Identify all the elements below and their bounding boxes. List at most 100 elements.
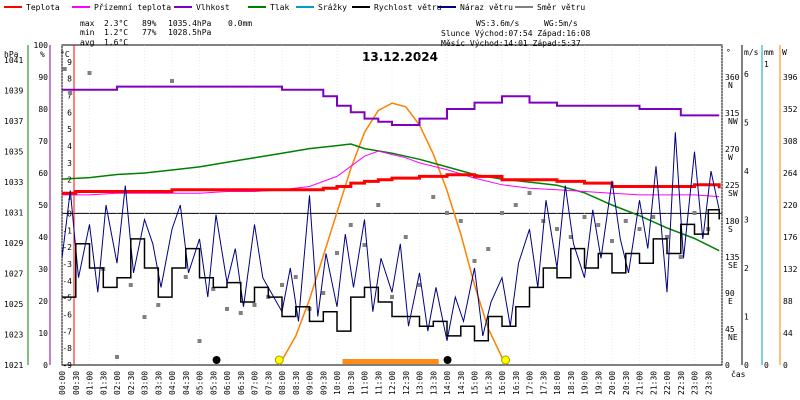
pct-tick: 70: [38, 137, 48, 146]
x-tick: 22:00: [663, 371, 672, 395]
stat-label: avg: [80, 38, 95, 47]
x-tick: 06:30: [237, 371, 246, 395]
x-tick: 05:30: [209, 371, 218, 395]
w-tick: 132: [783, 265, 798, 274]
legend-label: Srážky: [318, 3, 347, 12]
x-tick: 17:00: [526, 371, 535, 395]
dir-name: E: [728, 297, 733, 306]
x-tick: 16:30: [512, 371, 521, 395]
wind-dir-point: [651, 215, 656, 219]
wind-dir-point: [390, 295, 394, 299]
x-tick: 01:00: [86, 371, 95, 395]
x-tick: 09:30: [319, 371, 328, 395]
wind-dir-point: [596, 223, 601, 227]
x-tick: 00:00: [58, 371, 67, 395]
mm-tick: 1: [764, 60, 769, 69]
c-tick: 4: [67, 142, 72, 151]
wind-dir-point: [321, 291, 326, 295]
stat-label: min: [80, 28, 95, 37]
x-tick: 13:30: [429, 371, 438, 395]
w-tick: 352: [783, 105, 798, 114]
w-tick: 0: [783, 361, 788, 370]
x-tick: 17:30: [539, 371, 548, 395]
c-tick: 8: [67, 75, 72, 84]
c-tick: -1: [62, 226, 72, 235]
c-tick: 2: [67, 176, 72, 185]
c-tick: 3: [67, 159, 72, 168]
w-tick: 308: [783, 137, 798, 146]
wind-dir-point: [238, 311, 243, 315]
x-axis: 00:00 00:30 01:00 01:30 02:00 02:30 03:00 03:30…: [58, 369, 746, 395]
wind-dir-point: [417, 283, 422, 287]
wind-dir-point: [142, 315, 147, 319]
x-tick: 23:30: [704, 371, 713, 395]
c-tick: 6: [67, 108, 72, 117]
x-tick: 15:00: [471, 371, 480, 395]
series-tlak-line: [61, 143, 720, 252]
wind-dir-point: [458, 219, 463, 223]
c-tick: -6: [62, 310, 72, 319]
x-tick: 19:30: [594, 371, 603, 395]
hpa-tick: 1029: [4, 239, 23, 248]
c-tick: -2: [62, 243, 72, 252]
wind-dir-point: [582, 215, 587, 219]
legend-label: Směr větru: [537, 3, 585, 12]
wind-dir-point: [156, 303, 161, 307]
ms-tick: 5: [744, 119, 749, 128]
x-tick: 10:00: [333, 371, 342, 395]
x-tick: 09:00: [306, 371, 315, 395]
x-tick: 20:30: [622, 371, 631, 395]
dir-name: N: [728, 81, 733, 90]
wind-dir-point: [87, 71, 92, 75]
wind-dir-point: [183, 275, 188, 279]
axes: hPa% °C1041103910371035103310311029102710…: [4, 41, 798, 370]
x-tick: 08:30: [292, 371, 301, 395]
solar-base-band: [342, 359, 439, 364]
stat-min-hum: 77%: [142, 28, 157, 37]
w-tick: 396: [783, 73, 798, 82]
dir-name: NE: [728, 333, 738, 342]
info-wg: WG:5m/s: [544, 19, 578, 28]
ms-tick: 4: [744, 167, 749, 176]
info-moon: Měsíc Východ:14:01 Západ:5:37: [441, 39, 581, 48]
ms-tick: 1: [744, 313, 749, 322]
w-tick: 44: [783, 329, 793, 338]
dir-tick: 270: [725, 145, 740, 154]
dir-tick: 0: [725, 361, 730, 370]
c-tick: 9: [67, 58, 72, 67]
legend-label: Vlhkost: [196, 3, 230, 12]
c-tick: -3: [62, 260, 72, 269]
dir-tick: 90: [725, 289, 735, 298]
dir-tick: 135: [725, 253, 740, 262]
stat-max-press: 1035.4hPa: [168, 19, 212, 28]
ms-label: m/s: [744, 48, 759, 57]
chart-title: 13.12.2024: [362, 50, 438, 64]
pct-tick: 20: [38, 297, 48, 306]
x-tick: 14:00: [443, 371, 452, 395]
hpa-tick: 1035: [4, 148, 23, 157]
series-prizemni-line: [62, 150, 720, 198]
wind-dir-point: [376, 203, 381, 207]
moonset-marker: [212, 356, 221, 364]
ms-tick: 0: [744, 361, 749, 370]
wind-dir-point: [280, 283, 284, 287]
x-tick: 22:30: [677, 371, 686, 395]
x-tick: 13:00: [416, 371, 425, 395]
dir-tick: 315: [725, 109, 740, 118]
x-tick: 16:00: [498, 371, 507, 395]
info-sun: Slunce Východ:07:54 Západ:16:08: [441, 29, 590, 38]
x-tick: 05:00: [196, 371, 205, 395]
wind-dir-point: [170, 79, 174, 83]
wind-dir-point: [431, 195, 436, 199]
c-tick: -9: [62, 361, 72, 370]
legend-label: Teplota: [26, 3, 60, 12]
x-tick: 15:30: [484, 371, 493, 395]
pct-tick: 100: [34, 41, 49, 50]
x-tick: 21:30: [649, 371, 658, 395]
wind-dir-point: [293, 275, 298, 279]
wind-dir-point: [472, 259, 477, 263]
wind-dir-point: [486, 247, 491, 251]
hpa-tick: 1039: [4, 87, 23, 96]
stat-label: max: [80, 19, 95, 28]
pct-tick: 10: [38, 329, 48, 338]
